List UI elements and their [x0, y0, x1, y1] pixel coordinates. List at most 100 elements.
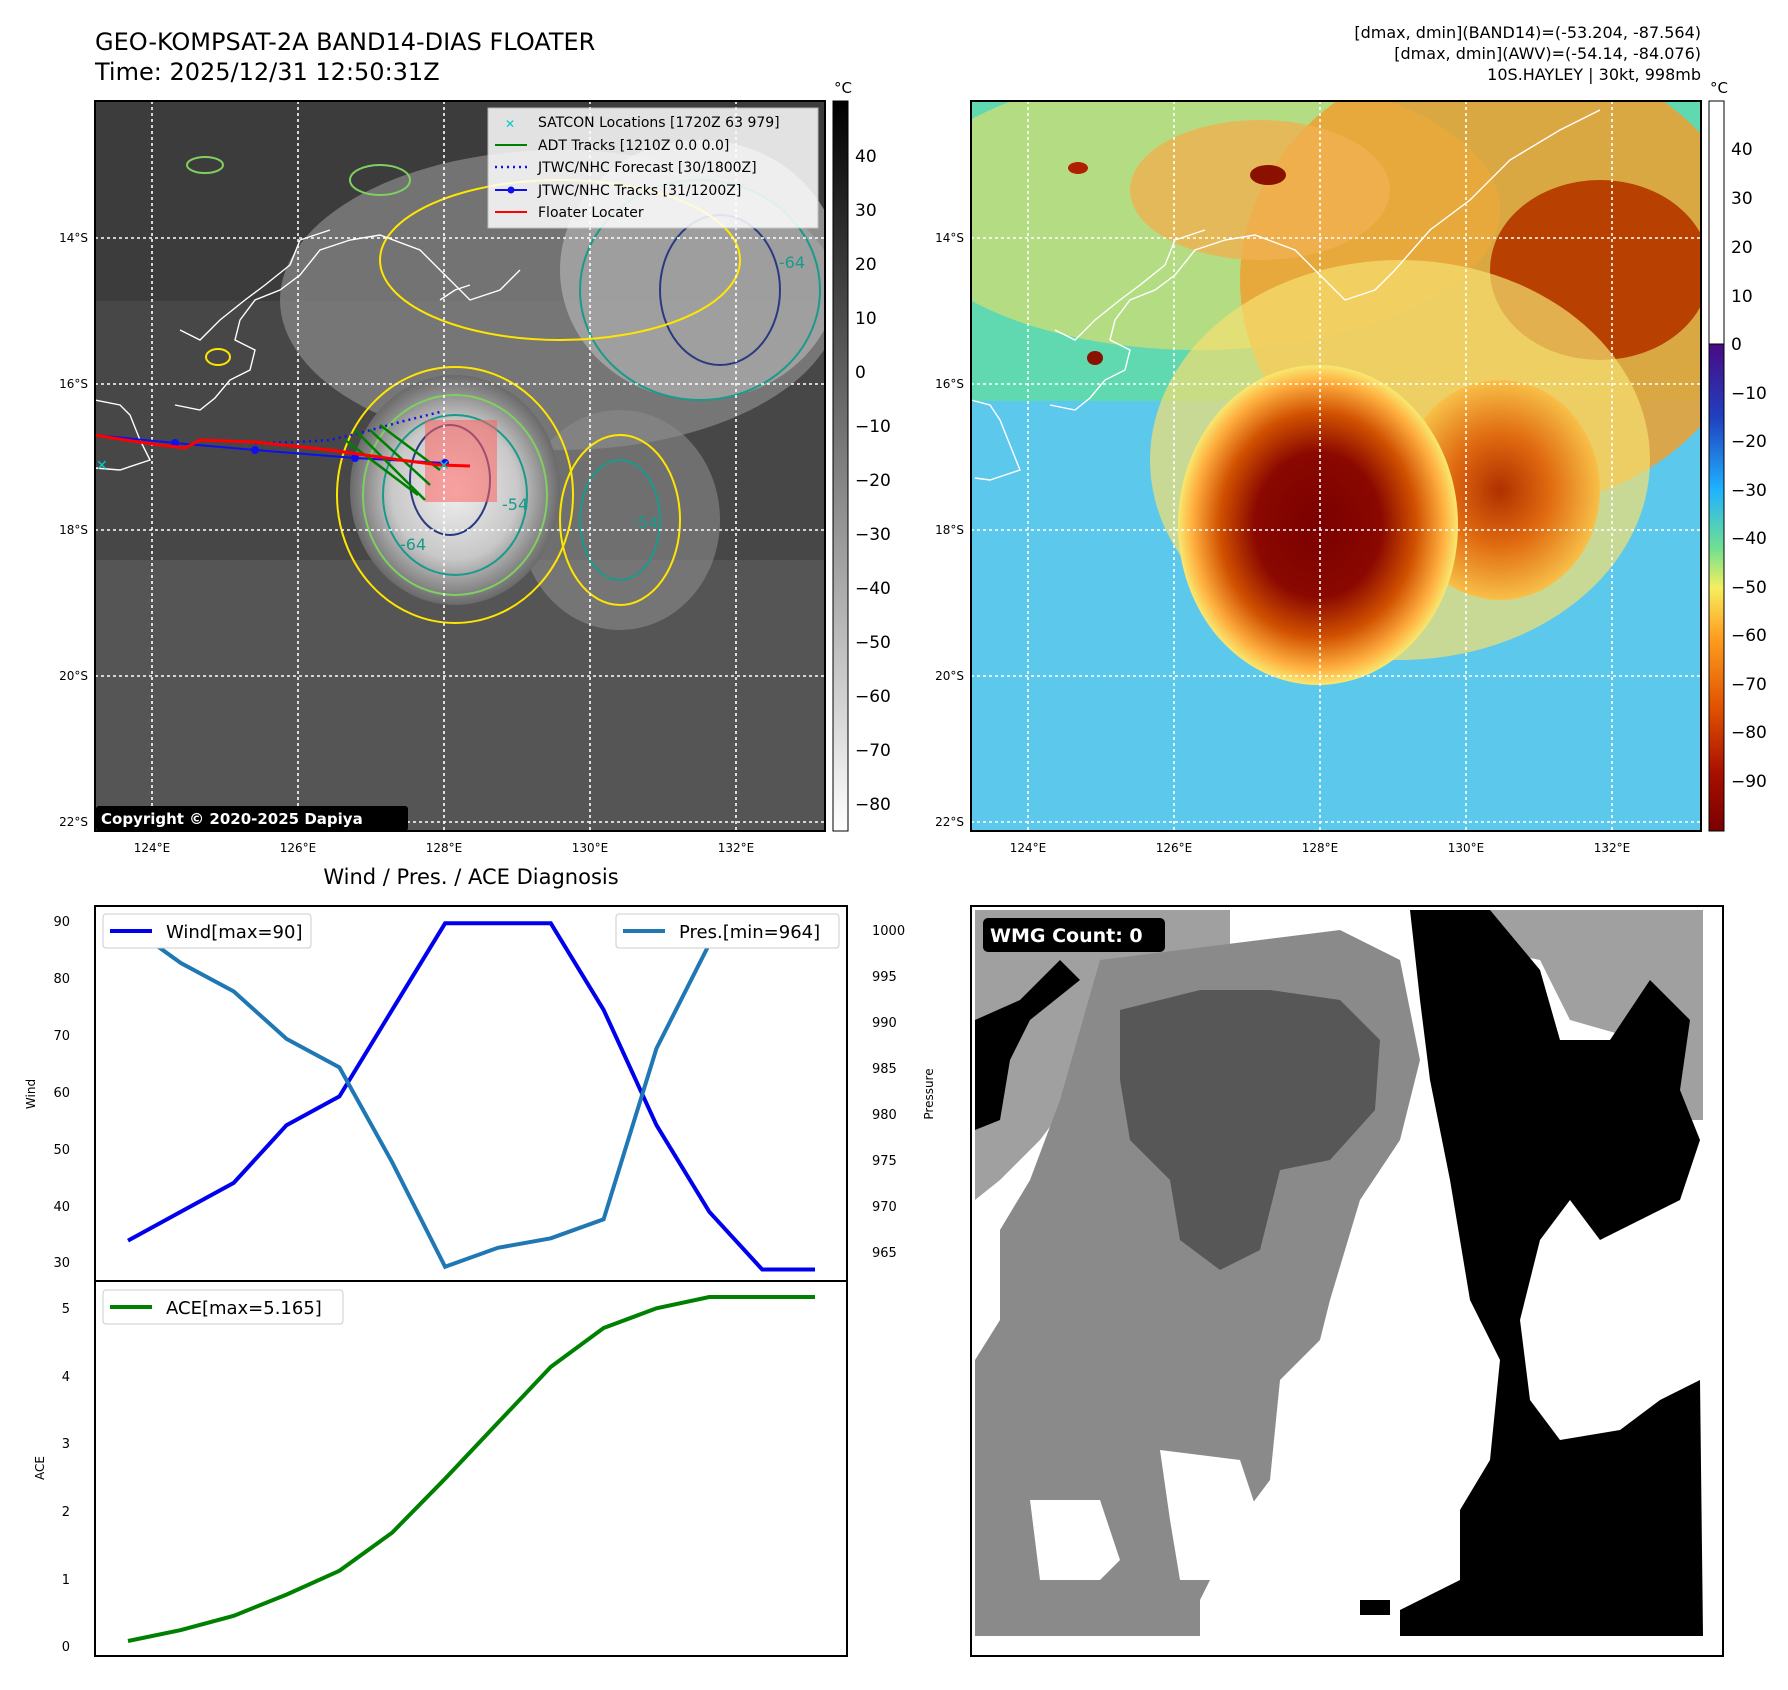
lon-label: 130°E	[572, 841, 609, 855]
wmg-panel: WMG Count: 0	[970, 905, 1724, 1657]
track-lines: ✕ ✕	[95, 410, 471, 501]
ace-panel	[94, 1280, 848, 1657]
cbar-tick: −10	[1731, 384, 1767, 404]
legend-label-adt: ADT Tracks [1210Z 0.0 0.0]	[538, 138, 729, 154]
wind-legend-label: Wind[max=90]	[166, 922, 303, 943]
jtwc-track-point	[251, 446, 259, 454]
lat-label: 14°S	[59, 231, 88, 245]
cbar-tick: −50	[1731, 578, 1767, 598]
wind-tick: 70	[53, 1029, 70, 1044]
pressure-tick: 970	[872, 1200, 897, 1215]
left-colorbar-ticks: 40 30 20 10 0 −10 −20 −30 −40 −50 −60 −7…	[855, 147, 891, 815]
pressure-tick: 995	[872, 970, 897, 985]
pressure-tick: 1000	[872, 924, 905, 939]
pressure-tick: 985	[872, 1062, 897, 1077]
left-lat-labels: 14°S 16°S 18°S 20°S 22°S	[59, 231, 88, 829]
wmg-black-region	[975, 960, 1080, 1130]
info-line-3: 10S.HAYLEY | 30kt, 998mb	[1487, 65, 1701, 84]
cbar-tick: 0	[1731, 335, 1742, 355]
wmg-count-text: WMG Count: 0	[990, 925, 1143, 947]
pressure-series-line	[126, 923, 815, 1270]
right-map-frame	[970, 100, 1702, 832]
cbar-tick: −90	[1731, 772, 1767, 792]
floater-track	[95, 433, 471, 468]
wmg-dark-gray-region	[1120, 990, 1380, 1270]
contour-label: -54	[502, 495, 528, 514]
cbar-tick: 10	[855, 309, 877, 329]
ace-legend-label: ACE[max=5.165]	[166, 1298, 322, 1319]
cbar-tick: −40	[1731, 529, 1767, 549]
cbar-tick: 40	[1731, 140, 1753, 160]
right-grid	[971, 101, 1701, 831]
ace-legend: ACE[max=5.165]	[102, 1289, 344, 1325]
wind-legend: Wind[max=90]	[102, 913, 312, 949]
lon-label: 124°E	[1010, 841, 1047, 855]
lat-label: 16°S	[935, 377, 964, 391]
right-colorbar-unit: °C	[1710, 79, 1728, 97]
ace-axis-label: ACE	[33, 1456, 47, 1480]
wind-tick: 90	[53, 915, 70, 930]
cbar-tick: −50	[855, 633, 891, 653]
cbar-tick: −80	[1731, 723, 1767, 743]
pressure-tick: 990	[872, 1016, 897, 1031]
right-colorbar-positive	[1708, 100, 1725, 345]
cbar-tick: 30	[1731, 189, 1753, 209]
right-colorbar	[1708, 343, 1725, 832]
cbar-tick: 40	[855, 147, 877, 167]
copyright-text: Copyright © 2020-2025 Dapiya	[101, 810, 363, 828]
pressure-tick: 965	[872, 1246, 897, 1261]
awv-map	[971, 101, 1701, 831]
right-lon-labels: 124°E 126°E 128°E 130°E 132°E	[1010, 841, 1631, 855]
cbar-tick: −20	[855, 471, 891, 491]
left-lon-labels: 124°E 126°E 128°E 130°E 132°E	[134, 841, 755, 855]
ace-frame	[94, 1280, 848, 1657]
diagnosis-title: Wind / Pres. / ACE Diagnosis	[323, 865, 618, 889]
legend-label-satcon: SATCON Locations [1720Z 63 979]	[538, 115, 780, 131]
wmg-count-badge	[983, 918, 1165, 952]
ace-ticks: 5 4 3 2 1 0	[62, 1302, 70, 1655]
lon-label: 130°E	[1448, 841, 1485, 855]
pressure-legend: Pres.[min=964]	[615, 913, 840, 949]
left-map-frame	[94, 100, 826, 832]
wmg-frame	[970, 905, 1724, 1657]
cbar-tick: −80	[855, 795, 891, 815]
pressure-tick: 975	[872, 1154, 897, 1169]
cbar-tick: −60	[855, 687, 891, 707]
wind-pressure-panel	[94, 905, 848, 1282]
line-dot-icon	[507, 186, 515, 194]
info-line-2: [dmax, dmin](AWV)=(-54.14, -84.076)	[1394, 44, 1701, 63]
cbar-tick: 20	[855, 255, 877, 275]
contour-label: -64	[779, 253, 805, 272]
x-marker-icon: ✕	[505, 117, 515, 131]
wmg-white-patch	[1030, 1500, 1120, 1580]
right-colorbar-ticks: 40 30 20 10 0 −10 −20 −30 −40 −50 −60 −7…	[1731, 140, 1767, 792]
lon-label: 128°E	[1302, 841, 1339, 855]
wind-tick: 30	[53, 1256, 70, 1271]
lat-label: 22°S	[59, 815, 88, 829]
cbar-tick: 30	[855, 201, 877, 221]
lon-label: 126°E	[280, 841, 317, 855]
ace-series-line	[127, 1295, 815, 1643]
cbar-tick: −20	[1731, 432, 1767, 452]
cbar-tick: −30	[1731, 481, 1767, 501]
ace-tick: 5	[62, 1302, 70, 1317]
cbar-tick: −10	[855, 417, 891, 437]
satcon-marker: ✕	[96, 458, 108, 474]
cbar-tick: −70	[855, 741, 891, 761]
satcon-marker: ✕	[438, 458, 450, 474]
wind-tick: 80	[53, 972, 70, 987]
lat-label: 20°S	[935, 669, 964, 683]
wmg-white-patch	[1160, 1450, 1260, 1580]
cbar-tick: −30	[855, 525, 891, 545]
wind-tick: 40	[53, 1200, 70, 1215]
lat-label: 14°S	[935, 231, 964, 245]
pressure-tick: 980	[872, 1108, 897, 1123]
legend-label-floater: Floater Locater	[538, 205, 644, 221]
lon-label: 132°E	[1594, 841, 1631, 855]
wind-pressure-frame	[94, 905, 848, 1282]
lon-label: 124°E	[134, 841, 171, 855]
jtwc-track-point	[171, 439, 179, 447]
ace-tick: 2	[62, 1505, 70, 1520]
left-colorbar	[832, 100, 849, 832]
adt-track	[344, 424, 441, 501]
